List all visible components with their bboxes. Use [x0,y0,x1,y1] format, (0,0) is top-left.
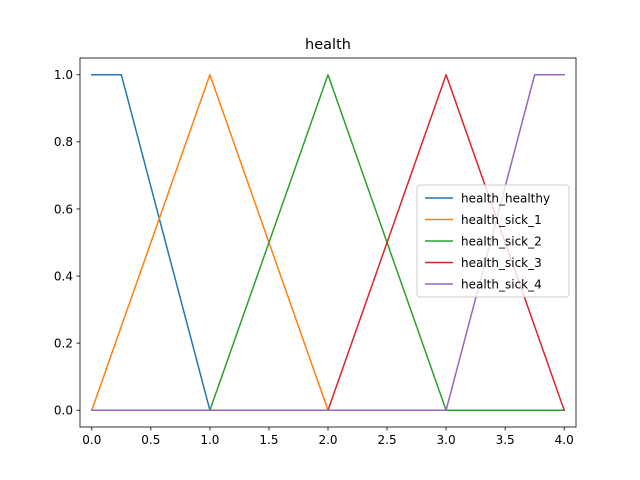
y-tick-label: 0.6 [54,202,73,216]
y-tick-label: 0.0 [54,404,73,418]
legend-box [416,184,570,298]
x-tick-label: 4.0 [555,433,574,447]
legend-label-health-sick-3: health_sick_3 [461,256,542,270]
x-tick-label: 2.5 [378,433,397,447]
legend-label-health-sick-2: health_sick_2 [461,234,542,248]
x-tick-label: 0.5 [141,433,160,447]
x-tick-label: 2.0 [318,433,337,447]
x-tick-label: 0.0 [82,433,101,447]
chart-title: health [305,37,351,53]
axes: 0.0 0.5 1.0 1.5 2.0 2.5 3.0 3.5 4.0 0.0 0.2 0.4 0.6 0… [54,57,577,447]
x-tick-label: 1.0 [200,433,219,447]
plot-lines [90,74,566,412]
legend: health_healthy health_sick_1 health_sick_2… [416,184,570,298]
x-tick-label: 3.0 [437,433,456,447]
y-tick-label: 0.2 [54,336,73,350]
y-tick-label: 1.0 [54,68,73,82]
x-tick-label: 3.5 [496,433,515,447]
legend-label-health-sick-1: health_sick_1 [461,213,542,227]
y-tick-label: 0.8 [54,135,73,149]
x-tick-label: 1.5 [259,433,278,447]
y-tick-label: 0.4 [54,269,73,283]
legend-label-health-healthy: health_healthy [461,191,550,205]
legend-label-health-sick-4: health_sick_4 [461,277,542,291]
